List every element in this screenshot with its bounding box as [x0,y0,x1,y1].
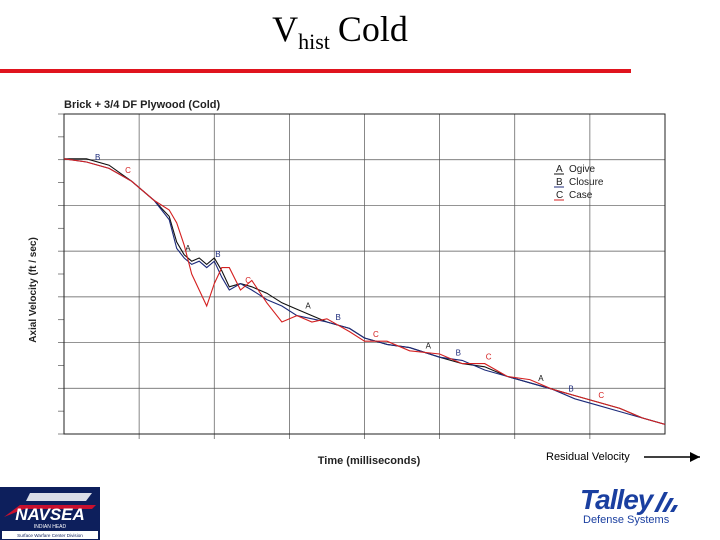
navsea-wordmark: NAVSEA [15,505,85,524]
title-underline-rule [0,69,631,73]
series-line-case [63,158,666,425]
series-marker-ogive: A [185,244,191,253]
y-axis-label: Axial Velocity (ft / sec) [28,237,39,343]
residual-velocity-label: Residual Velocity [546,451,630,463]
title-subscript: hist [298,29,330,54]
x-axis-label: Time (milliseconds) [318,455,421,467]
chart-grid [58,113,665,439]
series-marker-ogive: A [305,301,311,310]
talley-subtitle: Defense Systems [583,514,670,526]
talley-logo: Talley Defense Systems [580,484,679,526]
title-tail: Cold [337,9,408,49]
chart-title: Brick + 3/4 DF Plywood (Cold) [64,99,221,111]
series-marker-ogive: A [426,341,432,350]
series-marker-ogive: A [538,374,544,383]
series-marker-closure: B [568,385,573,394]
series-marker-closure: B [95,153,100,162]
legend-letter: A [556,164,563,175]
legend-label: Ogive [569,164,596,175]
series-marker-closure: B [215,250,220,259]
plot-area-border [63,113,666,435]
navsea-logo: NAVSEA INDIAN HEAD Surface Warfare Cente… [0,487,100,540]
talley-emblem-icon [654,492,679,512]
legend-letter: C [556,190,563,201]
series-marker-case: C [245,276,251,285]
series-marker-case: C [373,330,379,339]
series-marker-case: C [125,166,131,175]
slide-title: Vhist Cold [0,8,680,55]
series-marker-closure: B [335,313,340,322]
legend-label: Case [569,190,593,201]
chart-frame-background [40,92,665,450]
series-marker-case: C [598,391,604,400]
navsea-line1: INDIAN HEAD [34,524,67,530]
series-marker-case: C [486,353,492,362]
talley-wordmark: Talley [580,484,653,515]
title-main: V [272,9,299,49]
series-line-closure [63,158,666,425]
legend-letter: B [556,177,563,188]
chart-legend: A Ogive B Closure C Case [554,164,604,201]
navsea-line2: Surface Warfare Center Division [17,533,83,538]
series-marker-closure: B [456,348,461,357]
legend-label: Closure [569,177,604,188]
